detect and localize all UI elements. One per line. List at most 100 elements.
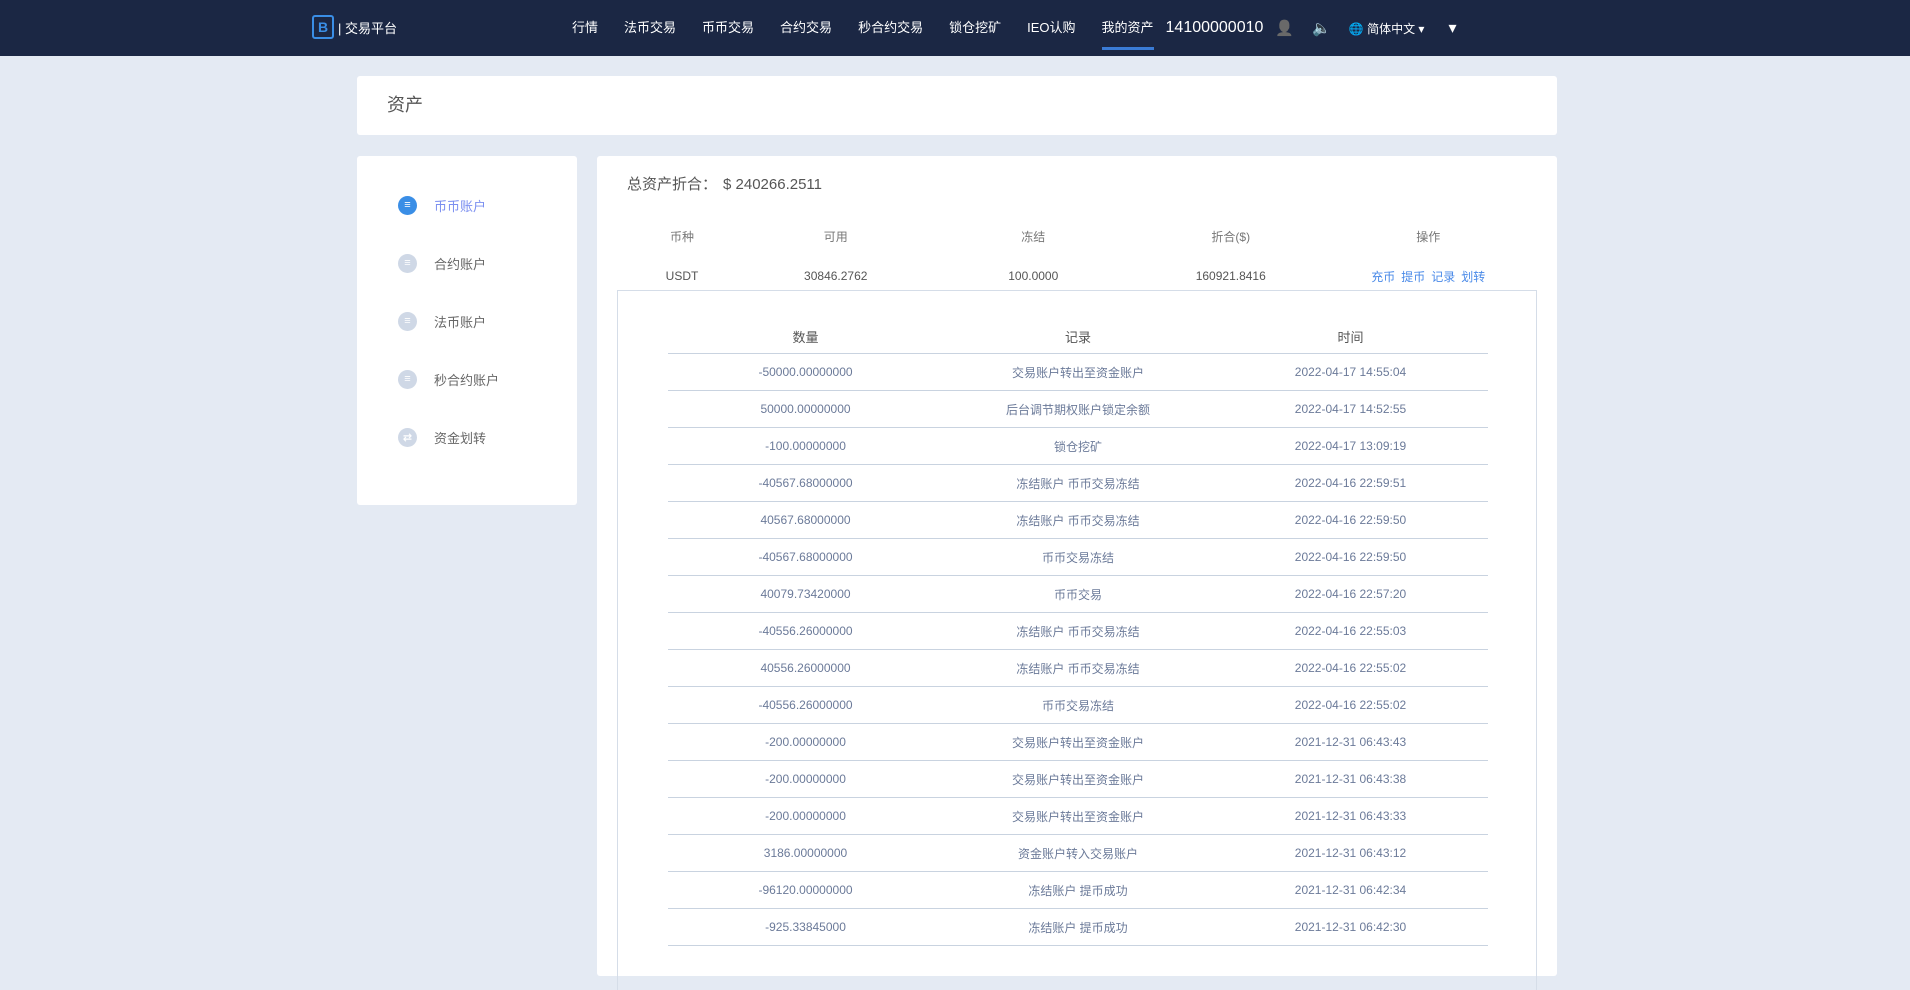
record-amount: 50000.00000000 — [760, 402, 851, 416]
record-record: 币币交易冻结 — [1041, 550, 1114, 565]
record-amount: -40556.26000000 — [758, 624, 853, 638]
column-header: 操作 — [1416, 229, 1441, 244]
page-title: 资产 — [357, 76, 1557, 135]
sidebar-item-label: 资金划转 — [434, 430, 487, 446]
sidebar-item[interactable]: ≡ 合约账户 — [357, 234, 577, 292]
record-amount: -200.00000000 — [765, 809, 846, 823]
speaker-icon[interactable]: 🔈 — [1312, 20, 1331, 37]
record-time: 2022-04-17 13:09:19 — [1294, 439, 1407, 453]
record-time: 2021-12-31 06:43:33 — [1294, 809, 1407, 823]
sidebar-item[interactable]: ⇄ 资金划转 — [357, 408, 577, 466]
sidebar-item-label: 法币账户 — [434, 314, 487, 330]
wallet-icon: ≡ — [398, 311, 417, 331]
record-amount: 40567.68000000 — [760, 513, 851, 527]
record-time: 2021-12-31 06:43:12 — [1294, 846, 1407, 860]
wallet-icon: ≡ — [398, 369, 417, 389]
account-value: 160921.8416 — [1195, 269, 1266, 283]
records-header: 数量 记录 时间 — [668, 319, 1488, 354]
sidebar-item-label: 秒合约账户 — [434, 372, 500, 388]
record-time: 2022-04-16 22:55:03 — [1294, 624, 1407, 638]
phone-number[interactable]: 14100000010 — [1165, 19, 1264, 36]
wallet-icon: ≡ — [398, 195, 417, 215]
table-row: 40567.68000000 冻结账户 币币交易冻结 2022-04-16 22:5… — [668, 502, 1488, 539]
sidebar-item-label: 币币账户 — [434, 198, 487, 214]
nav-item[interactable]: 行情 — [572, 20, 599, 35]
nav-item[interactable]: 法币交易 — [624, 20, 677, 35]
nav-item[interactable]: 币币交易 — [702, 20, 755, 35]
account-row: USDT 30846.2762 100.0000 160921.8416 充币 提币 记录划… — [627, 256, 1527, 296]
nav-item[interactable]: 锁仓挖矿 — [949, 20, 1002, 35]
table-row: -200.00000000 交易账户转出至资金账户 2021-12-31 06:43… — [668, 724, 1488, 761]
table-row: 3186.00000000 资金账户转入交易账户 2021-12-31 06:43:… — [668, 835, 1488, 872]
table-row: 40556.26000000 冻结账户 币币交易冻结 2022-04-16 22:5… — [668, 650, 1488, 687]
action-link[interactable]: 充币 — [1371, 269, 1396, 284]
nav-item[interactable]: 我的资产 — [1101, 0, 1154, 56]
record-time: 2022-04-16 22:55:02 — [1294, 661, 1407, 675]
record-record: 交易账户转出至资金账户 — [1011, 772, 1144, 787]
action-link[interactable]: 记录 — [1431, 269, 1456, 284]
records-table: 数量 记录 时间 -50000.00000000 交易账户转出至资金账户 2022-04-… — [668, 319, 1488, 946]
caret-down-icon: ▾ — [1415, 21, 1425, 36]
sidebar-item[interactable]: ≡ 币币账户 — [357, 176, 577, 234]
record-amount: -50000.00000000 — [758, 365, 853, 379]
nav-item[interactable]: 秒合约交易 — [858, 20, 924, 35]
table-row: -50000.00000000 交易账户转出至资金账户 2022-04-17 14:… — [668, 354, 1488, 391]
logo-icon: B — [312, 15, 334, 39]
total-assets-value: $ 240266.2511 — [723, 176, 823, 193]
record-record: 冻结账户 币币交易冻结 — [1016, 513, 1140, 528]
table-row: 40079.73420000 币币交易 2022-04-16 22:57:20 — [668, 576, 1488, 613]
record-amount: -925.33845000 — [765, 920, 846, 934]
record-record: 币币交易 — [1053, 587, 1102, 602]
sidebar-item[interactable]: ≡ 秒合约账户 — [357, 350, 577, 408]
record-record: 交易账户转出至资金账户 — [1011, 365, 1144, 380]
record-record: 冻结账户 提币成功 — [1028, 920, 1128, 935]
table-row: -925.33845000 冻结账户 提币成功 2021-12-31 06:42:3… — [668, 909, 1488, 946]
sidebar-item[interactable]: ≡ 法币账户 — [357, 292, 577, 350]
transfer-icon: ⇄ — [398, 427, 417, 447]
account-available: 30846.2762 — [804, 269, 868, 283]
total-assets: 总资产折合： $ 240266.2511 — [627, 173, 822, 194]
record-amount: -200.00000000 — [765, 735, 846, 749]
record-record: 锁仓挖矿 — [1053, 439, 1102, 454]
logo-text: | 交易平台 — [338, 20, 397, 36]
account-frozen: 100.0000 — [1008, 269, 1059, 283]
column-header: 记录 — [1064, 329, 1091, 345]
action-link[interactable]: 划转 — [1461, 269, 1486, 284]
user-icon[interactable]: 👤 — [1275, 20, 1295, 37]
record-amount: -40556.26000000 — [758, 698, 853, 712]
logo[interactable]: B | 交易平台 — [312, 15, 397, 39]
record-record: 交易账户转出至资金账户 — [1011, 735, 1144, 750]
record-time: 2022-04-16 22:57:20 — [1294, 587, 1407, 601]
nav-item[interactable]: IEO认购 — [1027, 20, 1076, 35]
dropdown-caret-icon[interactable]: ▾ — [1448, 20, 1457, 37]
column-header: 冻结 — [1021, 229, 1046, 244]
record-record: 交易账户转出至资金账户 — [1011, 809, 1144, 824]
sidebar-item-label: 合约账户 — [434, 256, 487, 272]
record-time: 2021-12-31 06:43:38 — [1294, 772, 1407, 786]
wallet-icon: ≡ — [398, 253, 417, 273]
record-amount: -100.00000000 — [765, 439, 846, 453]
record-amount: -96120.00000000 — [758, 883, 853, 897]
nav-item[interactable]: 合约交易 — [780, 20, 833, 35]
column-header: 可用 — [823, 229, 848, 244]
main-nav: 行情 法币交易 币币交易 合约交易 秒合约交易 锁仓挖矿 IEO认购 我的资产 14100000… — [572, 0, 1456, 56]
record-time: 2022-04-16 22:55:02 — [1294, 698, 1407, 712]
account-table: 币种 可用 冻结 折合($) 操作 USDT 30846.2762 100.0000 16092… — [627, 216, 1527, 296]
record-time: 2022-04-17 14:55:04 — [1294, 365, 1407, 379]
table-row: -96120.00000000 冻结账户 提币成功 2021-12-31 06:42… — [668, 872, 1488, 909]
language-selector[interactable]: 🌐 简体中文 ▾ — [1349, 20, 1425, 37]
record-time: 2021-12-31 06:42:34 — [1294, 883, 1407, 897]
record-time: 2022-04-16 22:59:50 — [1294, 550, 1407, 564]
record-amount: 40556.26000000 — [760, 661, 851, 675]
records-box: 数量 记录 时间 -50000.00000000 交易账户转出至资金账户 2022-04-… — [617, 290, 1537, 990]
globe-icon: 🌐 — [1348, 21, 1368, 36]
record-record: 冻结账户 币币交易冻结 — [1016, 476, 1140, 491]
table-row: -40567.68000000 币币交易冻结 2022-04-16 22:59:50 — [668, 539, 1488, 576]
table-row: 50000.00000000 后台调节期权账户锁定余额 2022-04-17 14:… — [668, 391, 1488, 428]
record-amount: -40567.68000000 — [758, 476, 853, 490]
table-row: -40556.26000000 币币交易冻结 2022-04-16 22:55:02 — [668, 687, 1488, 724]
record-record: 币币交易冻结 — [1041, 698, 1114, 713]
record-time: 2022-04-16 22:59:50 — [1294, 513, 1407, 527]
record-amount: -200.00000000 — [765, 772, 846, 786]
action-link[interactable]: 提币 — [1401, 269, 1426, 284]
